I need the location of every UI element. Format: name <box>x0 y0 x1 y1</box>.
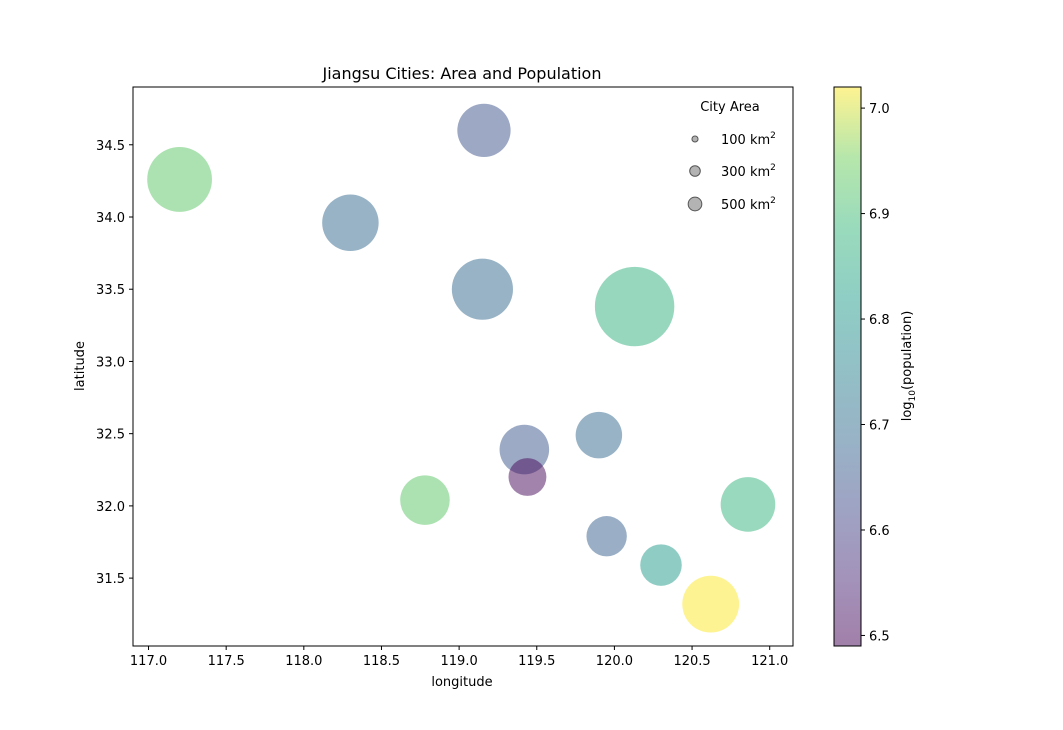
x-tick-label: 120.0 <box>596 654 633 669</box>
colorbar-tick-label: 6.6 <box>869 524 890 539</box>
city-bubble <box>720 477 776 532</box>
legend-marker <box>687 196 703 212</box>
city-bubble <box>508 458 547 496</box>
x-tick-label: 118.0 <box>285 654 322 669</box>
x-tick-label: 117.5 <box>208 654 245 669</box>
colorbar-tick-label: 6.5 <box>869 629 890 644</box>
x-tick-label: 118.5 <box>363 654 400 669</box>
city-bubble <box>451 258 513 320</box>
city-bubble <box>400 475 450 525</box>
colorbar-frame <box>833 86 862 647</box>
city-bubble <box>575 411 623 459</box>
x-tick-label: 120.5 <box>673 654 710 669</box>
colorbar-tick-label: 6.7 <box>869 419 890 434</box>
city-bubble <box>682 575 740 633</box>
colorbar-label: log10(population) <box>900 311 918 422</box>
x-tick-label: 121.0 <box>751 654 788 669</box>
size-legend: City Area 100 km2 300 km2 500 km2 <box>687 100 776 213</box>
x-axis-label: longitude <box>431 675 492 690</box>
colorbar-tick-label: 6.8 <box>869 313 890 328</box>
colorbar-tick-label: 6.9 <box>869 208 890 223</box>
city-bubble <box>457 103 511 157</box>
x-tick-label: 119.0 <box>441 654 478 669</box>
y-tick-label: 33.5 <box>96 283 125 298</box>
city-bubble <box>594 266 675 347</box>
plot-frame <box>132 86 794 647</box>
legend-label: 100 km2 <box>721 131 776 148</box>
chart-title: Jiangsu Cities: Area and Population <box>322 64 602 83</box>
legend-label: 500 km2 <box>721 196 776 213</box>
city-bubble <box>586 516 627 557</box>
y-tick-label: 32.5 <box>96 428 125 443</box>
y-tick-label: 32.0 <box>96 500 125 515</box>
city-bubble <box>147 147 212 212</box>
city-bubble <box>640 544 682 586</box>
legend-marker <box>689 165 701 177</box>
colorbar-gradient <box>834 87 861 646</box>
y-tick-label: 34.0 <box>96 211 125 226</box>
city-bubble <box>322 194 379 252</box>
y-tick-label: 31.5 <box>96 572 125 587</box>
y-tick-label: 33.0 <box>96 355 125 370</box>
legend-label: 300 km2 <box>721 163 776 180</box>
y-axis-label: latitude <box>73 341 88 391</box>
legend-title: City Area <box>700 100 760 115</box>
y-tick-label: 34.5 <box>96 139 125 154</box>
colorbar-tick-label: 7.0 <box>869 102 890 117</box>
legend-marker <box>691 135 699 143</box>
x-tick-label: 119.5 <box>518 654 555 669</box>
x-tick-label: 117.0 <box>130 654 167 669</box>
colorbar: 6.5 6.6 6.7 6.8 6.9 7.0 log10(population) <box>833 86 918 647</box>
